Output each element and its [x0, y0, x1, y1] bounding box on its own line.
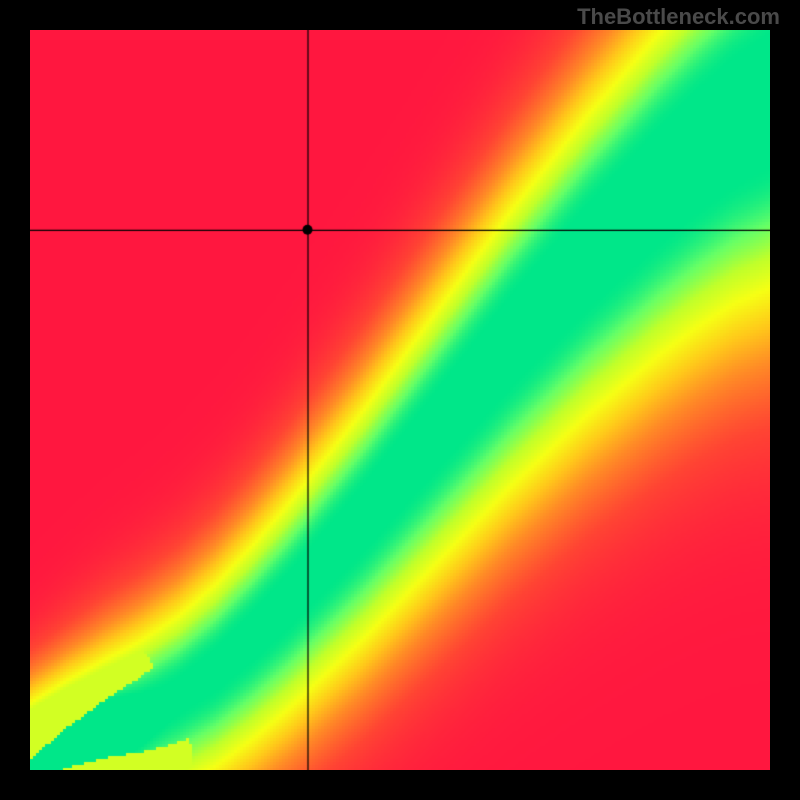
watermark-text: TheBottleneck.com	[577, 4, 780, 30]
bottleneck-heatmap	[30, 30, 770, 770]
